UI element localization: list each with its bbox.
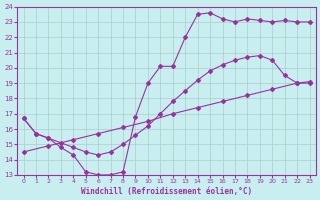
X-axis label: Windchill (Refroidissement éolien,°C): Windchill (Refroidissement éolien,°C)	[81, 187, 252, 196]
